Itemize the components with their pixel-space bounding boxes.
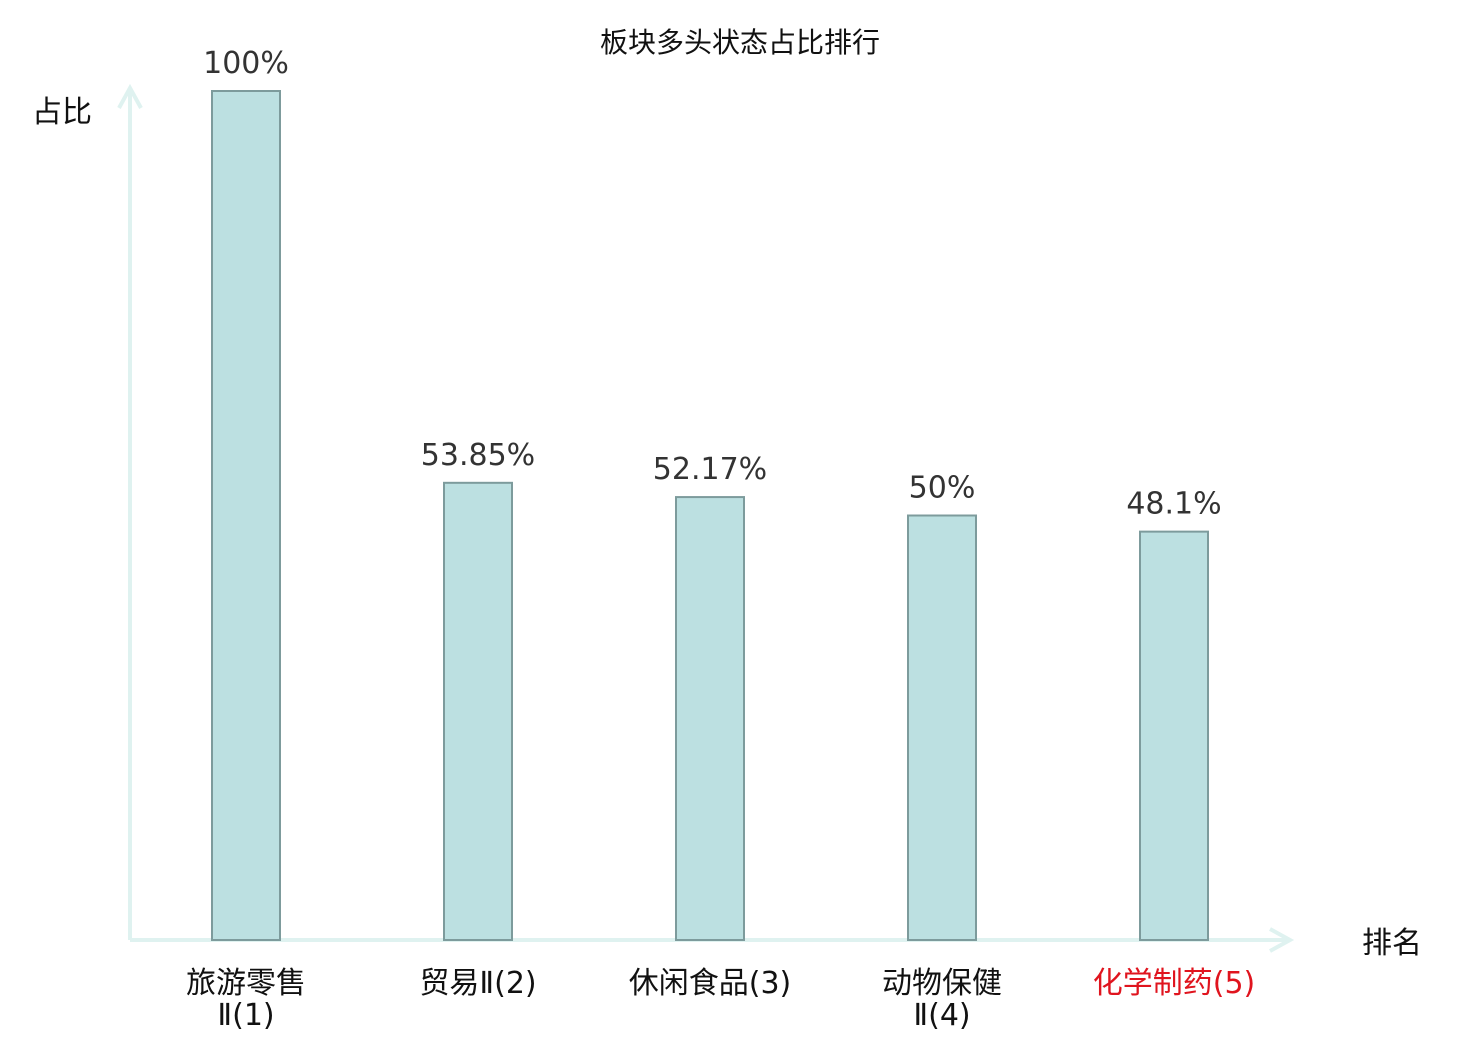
value-label: 52.17%	[653, 452, 767, 487]
bar	[443, 481, 513, 941]
bar	[675, 496, 745, 941]
category-label: 化学制药(5)	[1093, 966, 1256, 1001]
value-label: 50%	[909, 471, 976, 506]
value-label: 100%	[203, 46, 289, 81]
bar	[211, 90, 281, 941]
category-label: 旅游零售	[186, 966, 306, 1001]
category-label: 动物保健	[882, 966, 1002, 1001]
bar	[1139, 530, 1209, 941]
bar	[907, 514, 977, 941]
value-label: 48.1%	[1126, 487, 1221, 522]
chart-title: 板块多头状态占比排行	[600, 26, 880, 59]
category-label: Ⅱ(4)	[913, 998, 970, 1033]
category-label: 贸易Ⅱ(2)	[419, 966, 536, 1001]
category-label: 休闲食品(3)	[629, 966, 792, 1001]
value-labels-group: 100% 53.85% 52.17% 50% 48.1%	[203, 46, 1222, 522]
y-axis-label: 占比	[32, 95, 92, 130]
x-axis-label: 排名	[1362, 926, 1422, 961]
value-label: 53.85%	[421, 438, 535, 473]
category-label: Ⅱ(1)	[217, 998, 274, 1033]
x-axis-arrow-icon	[1269, 927, 1295, 953]
y-axis-arrow-icon	[117, 83, 143, 109]
bars-group	[211, 90, 1209, 941]
